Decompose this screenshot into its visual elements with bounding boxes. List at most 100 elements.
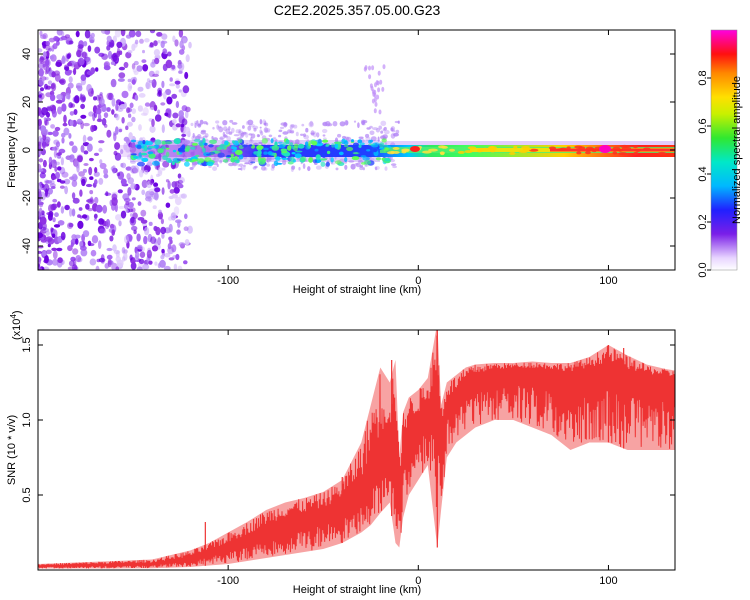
heatmap-band-blob bbox=[173, 138, 181, 145]
heatmap-noise-dot bbox=[71, 179, 78, 188]
heatmap-noise-dot bbox=[160, 102, 166, 106]
snr-x-tick-label: -100 bbox=[217, 575, 239, 587]
heatmap-noise-dot bbox=[38, 94, 42, 98]
heatmap-noise-dot bbox=[183, 139, 191, 145]
heatmap-noise-dot bbox=[95, 107, 102, 115]
heatmap-band-blob bbox=[334, 143, 339, 149]
heatmap-band-blob bbox=[256, 154, 261, 157]
heatmap-band-blob bbox=[362, 156, 370, 161]
heatmap-noise-dot bbox=[59, 219, 63, 226]
heatmap-noise-dot bbox=[67, 266, 75, 270]
heatmap-noise-dot bbox=[371, 98, 375, 104]
heatmap-noise-dot bbox=[231, 127, 235, 134]
heatmap-noise-dot bbox=[183, 260, 188, 265]
heatmap-noise-dot bbox=[348, 160, 355, 163]
heatmap-noise-dot bbox=[115, 126, 119, 135]
heatmap-noise-dot bbox=[75, 255, 82, 263]
heatmap-noise-dot bbox=[117, 189, 123, 194]
heatmap-noise-dot bbox=[141, 179, 148, 189]
heatmap-noise-dot bbox=[216, 124, 220, 130]
heatmap-noise-dot bbox=[98, 140, 105, 144]
heatmap-noise-dot bbox=[55, 161, 60, 166]
heatmap-noise-dot bbox=[184, 71, 189, 80]
heatmap-noise-dot bbox=[64, 185, 68, 195]
heatmap-noise-dot bbox=[106, 247, 113, 252]
heatmap-noise-dot bbox=[49, 183, 56, 188]
heatmap-band-blob bbox=[614, 148, 623, 152]
heatmap-noise-dot bbox=[242, 131, 247, 135]
heatmap-noise-dot bbox=[49, 94, 56, 102]
heatmap-noise-dot bbox=[41, 250, 47, 257]
heatmap-noise-dot bbox=[38, 125, 42, 130]
heatmap-band-blob bbox=[509, 151, 516, 155]
heatmap-band-blob bbox=[161, 140, 166, 145]
heatmap-noise-dot bbox=[123, 197, 131, 203]
heatmap-noise-dot bbox=[80, 114, 87, 119]
heatmap-noise-dot bbox=[189, 167, 194, 170]
heatmap-band-blob bbox=[293, 143, 299, 149]
heatmap-noise-dot bbox=[278, 129, 283, 133]
heatmap-noise-dot bbox=[54, 126, 61, 132]
heatmap-noise-dot bbox=[50, 124, 55, 129]
heatmap-noise-dot bbox=[177, 265, 183, 270]
heatmap-noise-dot bbox=[143, 169, 149, 175]
heatmap-band-blob bbox=[262, 147, 269, 151]
heatmap-axes: -100 0 100 -40 -20 0 20 40 bbox=[21, 30, 675, 287]
heatmap-noise-dot bbox=[40, 34, 47, 39]
heatmap-noise-dot bbox=[71, 145, 78, 154]
heatmap-noise-dot bbox=[106, 129, 112, 138]
colorbar bbox=[711, 30, 737, 270]
heatmap-noise-dot bbox=[200, 130, 206, 135]
heatmap-noise-dot bbox=[127, 82, 132, 92]
heatmap-y-tick-label: 40 bbox=[21, 48, 33, 60]
heatmap-band-blob bbox=[467, 146, 477, 150]
heatmap-noise-dot bbox=[250, 136, 253, 142]
heatmap-noise-dot bbox=[185, 106, 191, 113]
heatmap-noise-dot bbox=[66, 40, 70, 45]
heatmap-noise-dot bbox=[57, 166, 62, 171]
heatmap-noise-dot bbox=[172, 119, 177, 124]
heatmap-band-blob bbox=[319, 158, 328, 161]
heatmap-noise-dot bbox=[376, 94, 380, 100]
heatmap-noise-dot bbox=[38, 202, 44, 208]
heatmap-noise-dot bbox=[77, 214, 82, 218]
heatmap-noise-dot bbox=[158, 209, 162, 214]
heatmap-noise-dot bbox=[131, 116, 136, 123]
heatmap-noise-dot bbox=[175, 219, 182, 224]
heatmap-band-blob bbox=[140, 142, 147, 147]
heatmap-noise-dot bbox=[55, 61, 62, 68]
heatmap-noise-dot bbox=[103, 173, 109, 179]
heatmap-noise-dot bbox=[300, 133, 304, 136]
heatmap-noise-dot bbox=[110, 61, 116, 65]
heatmap-band-blob bbox=[165, 151, 170, 157]
heatmap-band-blob bbox=[633, 151, 639, 155]
heatmap-band-blob bbox=[147, 151, 154, 155]
heatmap-noise-dot bbox=[268, 134, 273, 138]
colorbar-ticks: 0.0 0.2 0.4 0.6 0.8 bbox=[697, 70, 711, 278]
heatmap-noise-dot bbox=[101, 53, 108, 60]
heatmap-noise-dot bbox=[215, 120, 220, 124]
heatmap-noise-dot bbox=[80, 245, 87, 251]
heatmap-noise-dot bbox=[242, 125, 245, 129]
heatmap-noise-dot bbox=[107, 258, 112, 268]
heatmap-band-blob bbox=[133, 155, 138, 159]
heatmap-noise-dot bbox=[174, 180, 180, 188]
heatmap-noise-dot bbox=[124, 235, 129, 244]
heatmap-noise-dot bbox=[316, 132, 320, 138]
heatmap-band-blob bbox=[204, 142, 208, 146]
heatmap-band-blob bbox=[320, 161, 326, 167]
heatmap-noise-dot bbox=[61, 103, 67, 112]
heatmap-noise-dot bbox=[393, 132, 399, 137]
heatmap-noise-dot bbox=[155, 70, 160, 75]
heatmap-noise-dot bbox=[128, 30, 136, 38]
heatmap-noise-dot bbox=[382, 128, 385, 132]
heatmap-band-blob bbox=[401, 148, 410, 152]
heatmap-noise-dot bbox=[178, 176, 185, 184]
heatmap-noise-dot bbox=[339, 121, 346, 127]
heatmap-noise-dot bbox=[140, 112, 148, 116]
heatmap-noise-dot bbox=[173, 186, 180, 194]
heatmap-band-blob bbox=[291, 152, 296, 155]
heatmap-noise-dot bbox=[271, 163, 276, 169]
heatmap-noise-dot bbox=[139, 169, 144, 178]
heatmap-band-blob bbox=[184, 161, 190, 167]
